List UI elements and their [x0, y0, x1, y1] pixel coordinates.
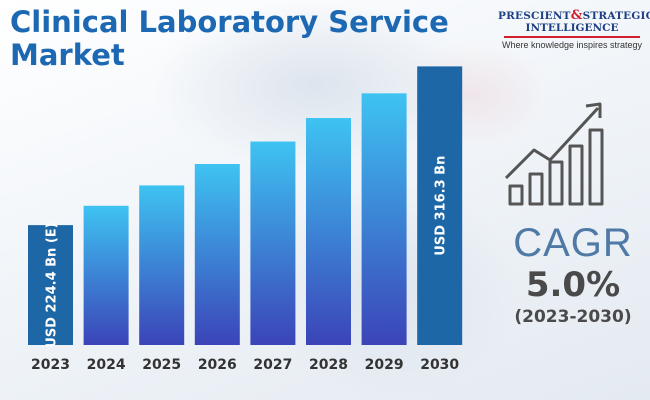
x-tick-label: 2027	[253, 357, 292, 373]
bar-2028	[306, 118, 351, 345]
chart-title: Clinical Laboratory Service Market	[10, 5, 449, 72]
logo-divider	[504, 36, 640, 38]
x-tick-label: 2024	[87, 357, 126, 373]
growth-chart-icon	[504, 102, 604, 206]
bar-2027	[250, 141, 296, 345]
x-tick-label: 2028	[309, 357, 348, 373]
logo-tagline: Where knowledge inspires strategy	[501, 40, 643, 50]
x-tick-label: 2030	[420, 357, 459, 373]
bar-2024	[83, 205, 129, 345]
x-tick-label: 2029	[365, 357, 404, 373]
bar-value-label-2030: USD 316.3 Bn	[434, 156, 449, 256]
x-tick-label: 2026	[198, 357, 237, 373]
x-tick-label: 2023	[31, 357, 70, 373]
cagr-label: CAGR	[513, 221, 633, 265]
cagr-period: (2023-2030)	[514, 307, 632, 327]
bar-value-label-2023: USD 224.4 Bn (E)	[45, 222, 60, 347]
bar-2023	[28, 225, 73, 345]
logo-name-line2: INTELLIGENCE	[525, 22, 619, 34]
bar-2025	[139, 185, 185, 345]
bar-2026	[194, 163, 240, 345]
logo-ampersand: &	[570, 8, 583, 23]
company-logo: PRESCIENT&STRATEGIC INTELLIGENCE Where k…	[498, 8, 650, 50]
cagr-value: 5.0%	[525, 265, 621, 305]
x-tick-label: 2025	[142, 357, 181, 373]
bar-2029	[361, 93, 407, 345]
logo-name: PRESCIENT&STRATEGIC	[498, 8, 650, 23]
cagr-panel: CAGR 5.0% (2023-2030)	[498, 222, 648, 328]
bar-2030	[417, 66, 463, 346]
